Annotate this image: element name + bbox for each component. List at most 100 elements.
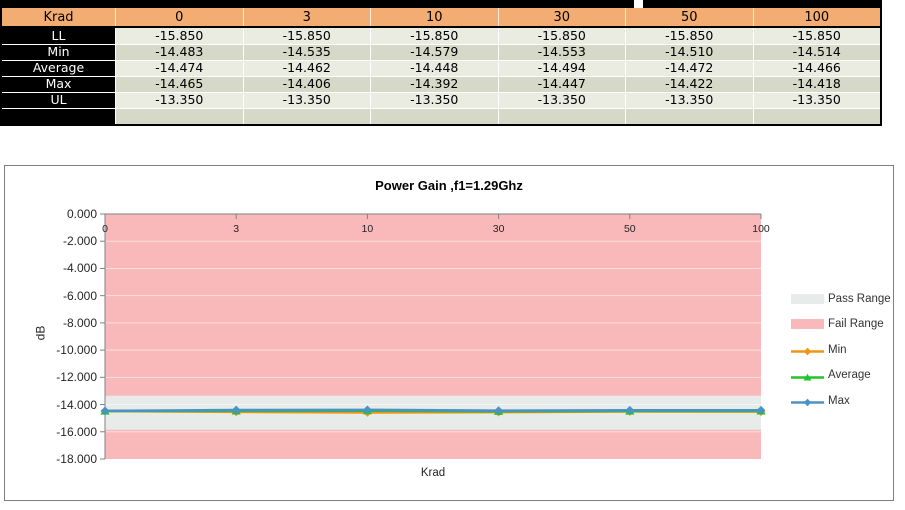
power-gain-chart[interactable]: Power Gain ,f1=1.29Ghz dB Krad 0.000 -2.0…	[4, 165, 894, 501]
table-cell[interactable]: -14.465	[115, 76, 243, 92]
x-tick-label: 30	[492, 223, 505, 235]
legend-swatch-line	[791, 344, 824, 356]
series-marker-max	[756, 405, 766, 415]
legend-label: Pass Range	[828, 292, 891, 305]
table-cell[interactable]: -14.447	[497, 76, 625, 92]
table-cell[interactable]: -14.466	[752, 60, 880, 76]
table-cell[interactable]	[242, 108, 370, 124]
table-cell[interactable]: -14.535	[242, 44, 370, 60]
table-header-cell[interactable]: 30	[497, 8, 625, 26]
table-corner-cell[interactable]: Krad	[2, 8, 115, 26]
table-cell[interactable]: -15.850	[625, 28, 753, 44]
table-top-strip	[0, 0, 882, 8]
table-cell[interactable]: -14.483	[115, 44, 243, 60]
table-cell[interactable]: -14.462	[242, 60, 370, 76]
table-row-label[interactable]: Max	[2, 76, 115, 92]
plot-canvas	[100, 213, 766, 460]
table-grid: Krad 0 3 10 30 50 100 LL -15.850 -15.850 -15.850-…	[0, 8, 882, 126]
legend-swatch-line	[791, 395, 824, 407]
x-tick-label: 3	[233, 223, 240, 235]
series-marker-max	[100, 406, 110, 416]
table-cell[interactable]: -15.850	[752, 28, 880, 44]
table-cell[interactable]: -14.392	[370, 76, 498, 92]
y-tick-label: -6.000	[62, 288, 97, 303]
table-header-cell[interactable]: 10	[370, 8, 498, 26]
series-marker-max	[363, 405, 372, 415]
legend-item-min[interactable]: Min	[791, 343, 891, 356]
table-cell[interactable]: -14.448	[370, 60, 498, 76]
y-tick-label: -10.000	[56, 343, 97, 358]
x-tick-label: 10	[361, 223, 374, 235]
y-tick-label: -16.000	[56, 424, 97, 439]
legend-item-pass-range[interactable]: Pass Range	[791, 292, 891, 305]
data-table: Krad 0 3 10 30 50 100 LL -15.850 -15.850 -15.850-…	[0, 0, 882, 126]
series-marker-max	[625, 405, 635, 415]
table-cell[interactable]: -15.850	[242, 28, 370, 44]
table-cell[interactable]: -13.350	[242, 92, 370, 108]
table-row-label[interactable]: Average	[2, 60, 115, 76]
table-header-cell[interactable]: 50	[625, 8, 753, 26]
table-header-cell[interactable]: 3	[242, 8, 370, 26]
table-cell[interactable]: -15.850	[115, 28, 243, 44]
legend-line-glyph	[791, 398, 824, 407]
table-cell[interactable]: -14.494	[497, 60, 625, 76]
series-marker-max	[494, 406, 503, 416]
table-cell[interactable]: -14.472	[625, 60, 753, 76]
y-tick-label: -8.000	[62, 315, 97, 330]
legend-item-max[interactable]: Max	[791, 394, 891, 407]
table-cell[interactable]	[497, 108, 625, 124]
table-row-label[interactable]: LL	[2, 28, 115, 44]
table-cell[interactable]: -14.579	[370, 44, 498, 60]
legend-swatch-line	[791, 370, 824, 381]
table-cell[interactable]: -14.418	[752, 76, 880, 92]
table-row: UL -13.350 -13.350 -13.350 -13.350 -13.350 -13…	[2, 92, 880, 108]
table-cell[interactable]: -13.350	[752, 92, 880, 108]
legend-label: Fail Range	[828, 318, 884, 330]
x-tick-label: 50	[623, 223, 636, 235]
y-tick-label: 0.000	[66, 207, 97, 221]
table-cell[interactable]	[115, 108, 243, 124]
y-tick-label: -4.000	[62, 261, 97, 276]
table-cell[interactable]: -14.422	[625, 76, 753, 92]
chart-legend: Pass Range Fail Range Min Average Max	[791, 293, 891, 421]
table-header-cell[interactable]: 0	[115, 8, 243, 26]
table-cell[interactable]: -13.350	[625, 92, 753, 108]
table-cell[interactable]	[370, 108, 498, 124]
x-tick-label: 100	[752, 223, 770, 235]
table-cell[interactable]: -14.406	[242, 76, 370, 92]
table-row: Average -14.474 -14.462 -14.448 -14.494 -14.4…	[2, 60, 880, 76]
table-cell[interactable]: -14.553	[497, 44, 625, 60]
table-header-cell[interactable]: 100	[752, 8, 880, 26]
table-cell[interactable]: -14.510	[625, 44, 753, 60]
table-cell[interactable]: -13.350	[497, 92, 625, 108]
legend-label: Average	[828, 369, 871, 381]
table-cell[interactable]: -14.514	[752, 44, 880, 60]
y-tick-label: -12.000	[56, 370, 97, 385]
table-row-label[interactable]: Min	[2, 44, 115, 60]
plot-area[interactable]: 0 3 10 30 50 100	[100, 213, 770, 460]
x-axis-title: Krad	[420, 467, 446, 479]
y-tick-label: -18.000	[56, 452, 97, 466]
table-row-label[interactable]: UL	[2, 92, 115, 108]
table-cell[interactable]: -15.850	[497, 28, 625, 44]
table-cell[interactable]	[625, 108, 753, 124]
series-line-max	[104, 408, 762, 413]
table-top-strip-gap	[634, 0, 643, 8]
legend-label: Min	[828, 343, 847, 356]
table-cell[interactable]: -14.474	[115, 60, 243, 76]
table-row: LL -15.850 -15.850 -15.850 -15.850 -15.850 -15…	[2, 28, 880, 44]
legend-label: Max	[828, 394, 850, 407]
y-tick-label: -2.000	[62, 234, 97, 249]
table-row-label[interactable]	[2, 108, 115, 124]
legend-item-average[interactable]: Average	[791, 369, 891, 381]
table-cell[interactable]	[752, 108, 880, 124]
table-row: Min -14.483 -14.535 -14.579 -14.553 -14.510 -1…	[2, 44, 880, 60]
legend-line-glyph	[791, 373, 824, 381]
chart-title: Power Gain ,f1=1.29Ghz	[375, 178, 523, 193]
table-cell[interactable]: -13.350	[370, 92, 498, 108]
legend-item-fail-range[interactable]: Fail Range	[791, 318, 891, 330]
legend-swatch-area	[791, 319, 824, 329]
table-cell[interactable]: -15.850	[370, 28, 498, 44]
table-cell[interactable]: -13.350	[115, 92, 243, 108]
table-row	[2, 108, 880, 124]
